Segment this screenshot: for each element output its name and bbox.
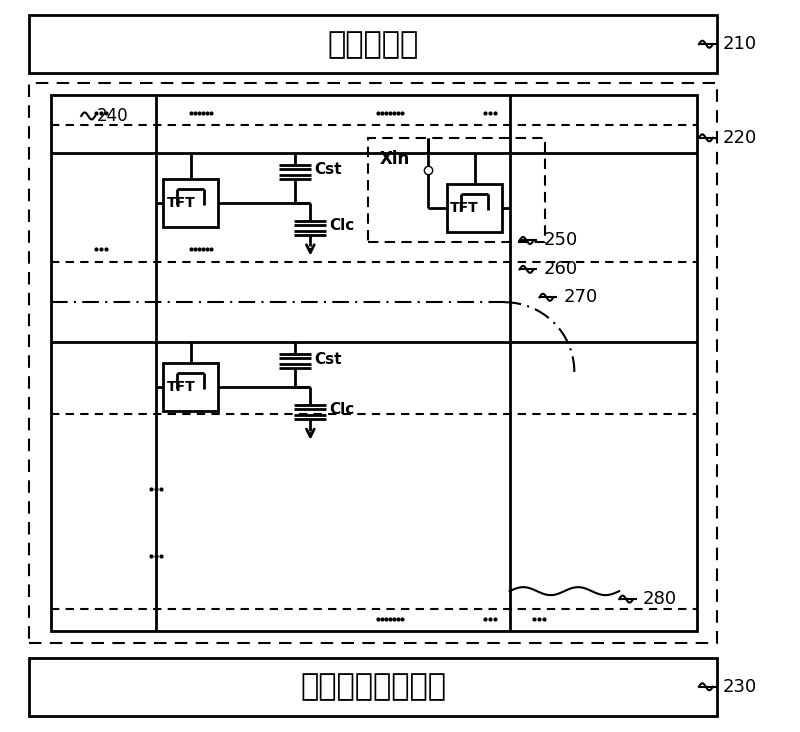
Text: TFT: TFT (450, 201, 479, 214)
Bar (447, 184, 502, 231)
Text: 210: 210 (722, 35, 757, 53)
Bar (368, 138, 546, 242)
Text: Xin: Xin (380, 150, 410, 168)
Text: Clc: Clc (330, 218, 354, 233)
Text: 240: 240 (97, 107, 129, 125)
Bar (30, 658, 717, 716)
Bar (30, 83, 717, 643)
Bar (30, 15, 717, 73)
Text: 270: 270 (563, 288, 598, 306)
Text: 触硢信号处理电路: 触硢信号处理电路 (300, 672, 446, 701)
Text: 250: 250 (543, 231, 578, 250)
Text: TFT: TFT (166, 380, 195, 394)
Text: Cst: Cst (314, 163, 342, 177)
Bar (51, 95, 697, 631)
Text: 230: 230 (722, 678, 757, 696)
Text: Clc: Clc (330, 403, 354, 417)
Text: 数据驱动器: 数据驱动器 (327, 30, 418, 59)
Text: Cst: Cst (314, 351, 342, 367)
Text: TFT: TFT (166, 195, 195, 209)
Text: 280: 280 (643, 590, 677, 608)
Bar (163, 179, 218, 226)
Bar (163, 363, 218, 411)
Text: 260: 260 (543, 261, 578, 278)
Text: 220: 220 (722, 129, 757, 147)
